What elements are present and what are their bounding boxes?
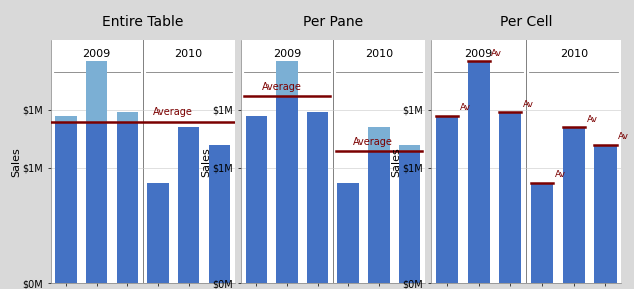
Bar <box>399 144 420 283</box>
Bar <box>276 61 297 283</box>
Text: Average: Average <box>262 82 302 92</box>
Text: 2010: 2010 <box>174 49 203 59</box>
Bar <box>307 112 328 283</box>
Text: Average: Average <box>153 107 193 117</box>
Bar <box>368 127 389 151</box>
Text: Av: Av <box>555 170 566 179</box>
Text: Per Cell: Per Cell <box>500 15 552 29</box>
Y-axis label: Sales: Sales <box>201 147 211 177</box>
Text: Av: Av <box>491 49 502 58</box>
Text: Entire Table: Entire Table <box>102 15 183 29</box>
Text: Av: Av <box>523 100 534 109</box>
Bar <box>468 61 490 283</box>
Text: Av: Av <box>586 115 597 124</box>
Y-axis label: Sales: Sales <box>391 147 401 177</box>
Bar <box>147 183 169 283</box>
Text: Average: Average <box>353 137 392 147</box>
Text: 2010: 2010 <box>560 49 588 59</box>
Bar <box>178 127 199 283</box>
Bar <box>595 144 616 283</box>
Bar <box>117 112 138 122</box>
Text: 2009: 2009 <box>273 49 301 59</box>
Bar <box>337 183 359 283</box>
Bar <box>55 116 77 283</box>
Bar <box>86 61 107 283</box>
Bar <box>245 116 267 283</box>
Bar <box>436 116 458 283</box>
Bar <box>209 144 230 283</box>
Text: Av: Av <box>460 103 470 112</box>
Text: 2009: 2009 <box>465 49 493 59</box>
Bar <box>368 127 389 283</box>
Text: 2009: 2009 <box>82 49 111 59</box>
Bar <box>399 144 420 151</box>
Bar <box>55 116 77 122</box>
Bar <box>276 61 297 96</box>
Bar <box>117 112 138 283</box>
Bar <box>563 127 585 283</box>
Y-axis label: Sales: Sales <box>11 147 21 177</box>
Text: 2010: 2010 <box>365 49 393 59</box>
Bar <box>500 112 521 283</box>
Bar <box>86 61 107 122</box>
Bar <box>531 183 553 283</box>
Text: Per Pane: Per Pane <box>303 15 363 29</box>
Text: Av: Av <box>618 132 629 141</box>
